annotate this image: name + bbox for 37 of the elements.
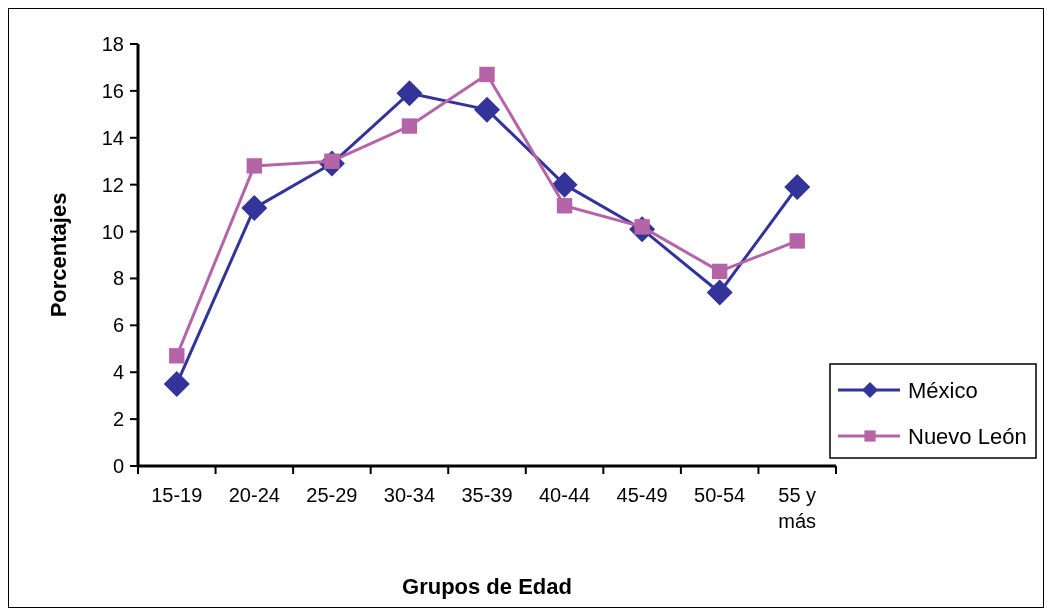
- y-tick-label: 6: [112, 314, 124, 337]
- point: [474, 96, 500, 123]
- y-tick-label: 16: [101, 79, 124, 102]
- point: [396, 80, 423, 107]
- x-tick-label: 40-44: [538, 484, 591, 506]
- y-tick-label: 8: [112, 267, 124, 290]
- x-tick-label: 30-34: [383, 484, 436, 506]
- x-tick-label: 45-49: [616, 484, 668, 506]
- point: [241, 195, 268, 222]
- point: [479, 66, 495, 83]
- x-axis-title: Grupos de Edad: [402, 574, 572, 599]
- point: [169, 348, 185, 364]
- legend-label: Nuevo León: [908, 423, 1027, 449]
- point: [401, 118, 418, 134]
- y-tick-label: 12: [101, 173, 124, 196]
- x-tick-label: 15-19: [151, 484, 203, 506]
- y-tick-label: 18: [101, 33, 124, 55]
- x-tick-label: 20-24: [228, 484, 280, 506]
- point: [711, 263, 728, 280]
- point: [789, 233, 805, 249]
- point: [551, 171, 578, 198]
- point: [706, 279, 733, 306]
- y-tick-label: 4: [112, 361, 124, 384]
- point: [246, 158, 263, 174]
- point: [163, 370, 190, 397]
- y-axis-title: Porcentajes: [46, 192, 71, 318]
- y-tick-label: 0: [112, 455, 124, 477]
- y-tick-label: 14: [101, 126, 124, 149]
- y-tick-label: 2: [112, 408, 124, 431]
- x-tick-label: 25-29: [306, 484, 358, 506]
- point: [556, 198, 573, 214]
- point: [784, 174, 811, 201]
- x-tick-label: 35-39: [461, 484, 513, 506]
- y-tick-label: 10: [101, 220, 124, 243]
- legend-label: México: [908, 377, 978, 403]
- x-tick-label: 50-54: [694, 484, 746, 506]
- x-tick-label: 55 y más: [778, 484, 817, 532]
